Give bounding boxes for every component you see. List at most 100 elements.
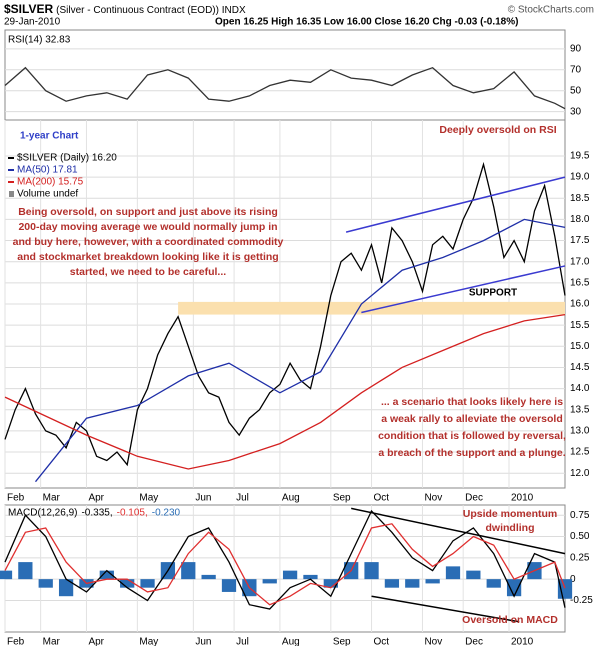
x-tick-label: Dec xyxy=(465,493,483,504)
support-label: SUPPORT xyxy=(469,288,517,299)
y-tick-label: 12.5 xyxy=(570,447,590,458)
legend-label: MA(200) 15.75 xyxy=(17,177,84,188)
series-line xyxy=(4,313,566,470)
panel xyxy=(4,29,566,121)
histogram-bar xyxy=(486,579,501,588)
trend-line xyxy=(371,595,520,623)
trend-line xyxy=(361,265,566,314)
scenario-line: condition that is followed by reversal, xyxy=(378,430,566,442)
annotation: Upside momentum xyxy=(463,508,558,520)
x-tick-label: Aug xyxy=(282,637,300,646)
histogram-bar xyxy=(384,579,400,588)
header-title: $SILVER (Silver - Continuous Contract (EO… xyxy=(4,2,246,16)
x-tick-label: Feb xyxy=(7,637,25,646)
x-tick-label: 2010 xyxy=(511,493,534,504)
symbol: $SILVER xyxy=(4,2,53,16)
histogram-bar xyxy=(364,562,379,580)
x-tick-label: Mar xyxy=(43,493,61,504)
histogram-bar xyxy=(120,579,135,588)
y-tick-label: 0.25 xyxy=(570,552,590,563)
x-tick-label: Jul xyxy=(236,493,249,504)
chart-label: 1-year Chart xyxy=(20,131,79,142)
histogram-bar xyxy=(262,579,277,584)
copyright: © StockCharts.com xyxy=(508,5,594,16)
y-tick-label: 19.0 xyxy=(570,172,590,183)
legend-label: -0.230 xyxy=(152,508,181,519)
series-line xyxy=(4,509,566,610)
histogram-bar xyxy=(425,579,440,584)
y-tick-label: 13.5 xyxy=(570,404,590,415)
x-tick-label: Oct xyxy=(374,493,390,504)
x-tick-label: Sep xyxy=(333,493,351,504)
x-tick-label: Aug xyxy=(282,493,300,504)
series-line xyxy=(4,161,566,467)
y-tick-label: 15.0 xyxy=(570,341,590,352)
y-tick-label: 14.0 xyxy=(570,383,590,394)
note-line: and buy here, however, with a coordinate… xyxy=(13,236,284,248)
panel xyxy=(4,504,566,633)
y-tick-label: 19.5 xyxy=(570,151,590,162)
trend-line xyxy=(345,176,566,233)
histogram-bar xyxy=(323,579,338,588)
y-tick-label: 16.0 xyxy=(570,299,590,310)
x-tick-label: Apr xyxy=(88,493,104,504)
note-line: and stockmarket breakdown looking like i… xyxy=(17,251,278,263)
y-tick-label: 15.5 xyxy=(570,320,590,331)
histogram-bar xyxy=(466,570,481,580)
x-tick-label: Jun xyxy=(195,493,211,504)
histogram-bar xyxy=(303,574,318,580)
y-tick-label: -0.25 xyxy=(570,595,593,606)
y-tick-label: 16.5 xyxy=(570,277,590,288)
y-tick-label: 50 xyxy=(570,85,582,96)
y-tick-label: 0 xyxy=(570,574,576,585)
legend-label: MA(50) 17.81 xyxy=(17,165,78,176)
x-tick-label: Feb xyxy=(7,493,25,504)
note-line: Being oversold, on support and just abov… xyxy=(18,206,278,218)
note-line: 200-day moving average we would normally… xyxy=(18,221,277,233)
rsi-title: RSI(14) 32.83 xyxy=(8,35,71,46)
scenario-line: a weak rally to alleviate the oversold xyxy=(381,413,563,425)
y-tick-label: 0.75 xyxy=(570,510,590,521)
histogram-bar xyxy=(18,562,33,580)
annotation: dwindling xyxy=(486,522,535,534)
support-band xyxy=(178,301,565,315)
series-line xyxy=(4,66,566,110)
scenario-line: a breach of the support and a plunge. xyxy=(378,447,565,459)
macd-title: MACD(12,26,9) xyxy=(8,508,77,519)
x-tick-label: Apr xyxy=(88,637,104,646)
trend-line xyxy=(351,507,566,555)
legend-swatch xyxy=(9,191,14,197)
histogram-bar xyxy=(405,579,420,588)
y-tick-label: 13.0 xyxy=(570,426,590,437)
panels: 90 70 50 30 19.5 19.0 18.5 18.0 17.5 17.0 16.5 16.0… xyxy=(0,29,593,646)
x-tick-label: 2010 xyxy=(511,637,534,646)
y-tick-label: 17.0 xyxy=(570,256,590,267)
legend-label: Volume undef xyxy=(17,189,78,200)
y-tick-label: 70 xyxy=(570,64,582,75)
x-tick-label: Mar xyxy=(43,637,61,646)
scenario-line: ... a scenario that looks likely here is xyxy=(381,396,563,408)
histogram-bar xyxy=(201,574,216,580)
legend-label: -0.105, xyxy=(117,508,148,519)
histogram-bar xyxy=(140,579,155,588)
histogram-bar xyxy=(0,570,13,580)
x-tick-label: May xyxy=(139,493,158,504)
series-line xyxy=(34,218,566,483)
x-tick-label: Jun xyxy=(195,637,211,646)
x-tick-label: Nov xyxy=(424,637,442,646)
histogram-bar xyxy=(38,579,53,588)
x-tick-label: Oct xyxy=(374,637,390,646)
instrument-name: (Silver - Continuous Contract (EOD)) IND… xyxy=(56,5,246,16)
y-tick-label: 17.5 xyxy=(570,235,590,246)
y-tick-label: 12.0 xyxy=(570,468,590,479)
y-tick-label: 18.0 xyxy=(570,214,590,225)
histogram-bar xyxy=(99,570,114,580)
histogram-bar xyxy=(181,562,196,580)
x-tick-label: Nov xyxy=(424,493,442,504)
quote: Open 16.25 High 16.35 Low 16.00 Close 16… xyxy=(215,17,518,28)
date: 29-Jan-2010 xyxy=(4,17,61,28)
series-line xyxy=(4,523,566,606)
histogram-bar xyxy=(557,579,573,599)
x-tick-label: Dec xyxy=(465,637,483,646)
